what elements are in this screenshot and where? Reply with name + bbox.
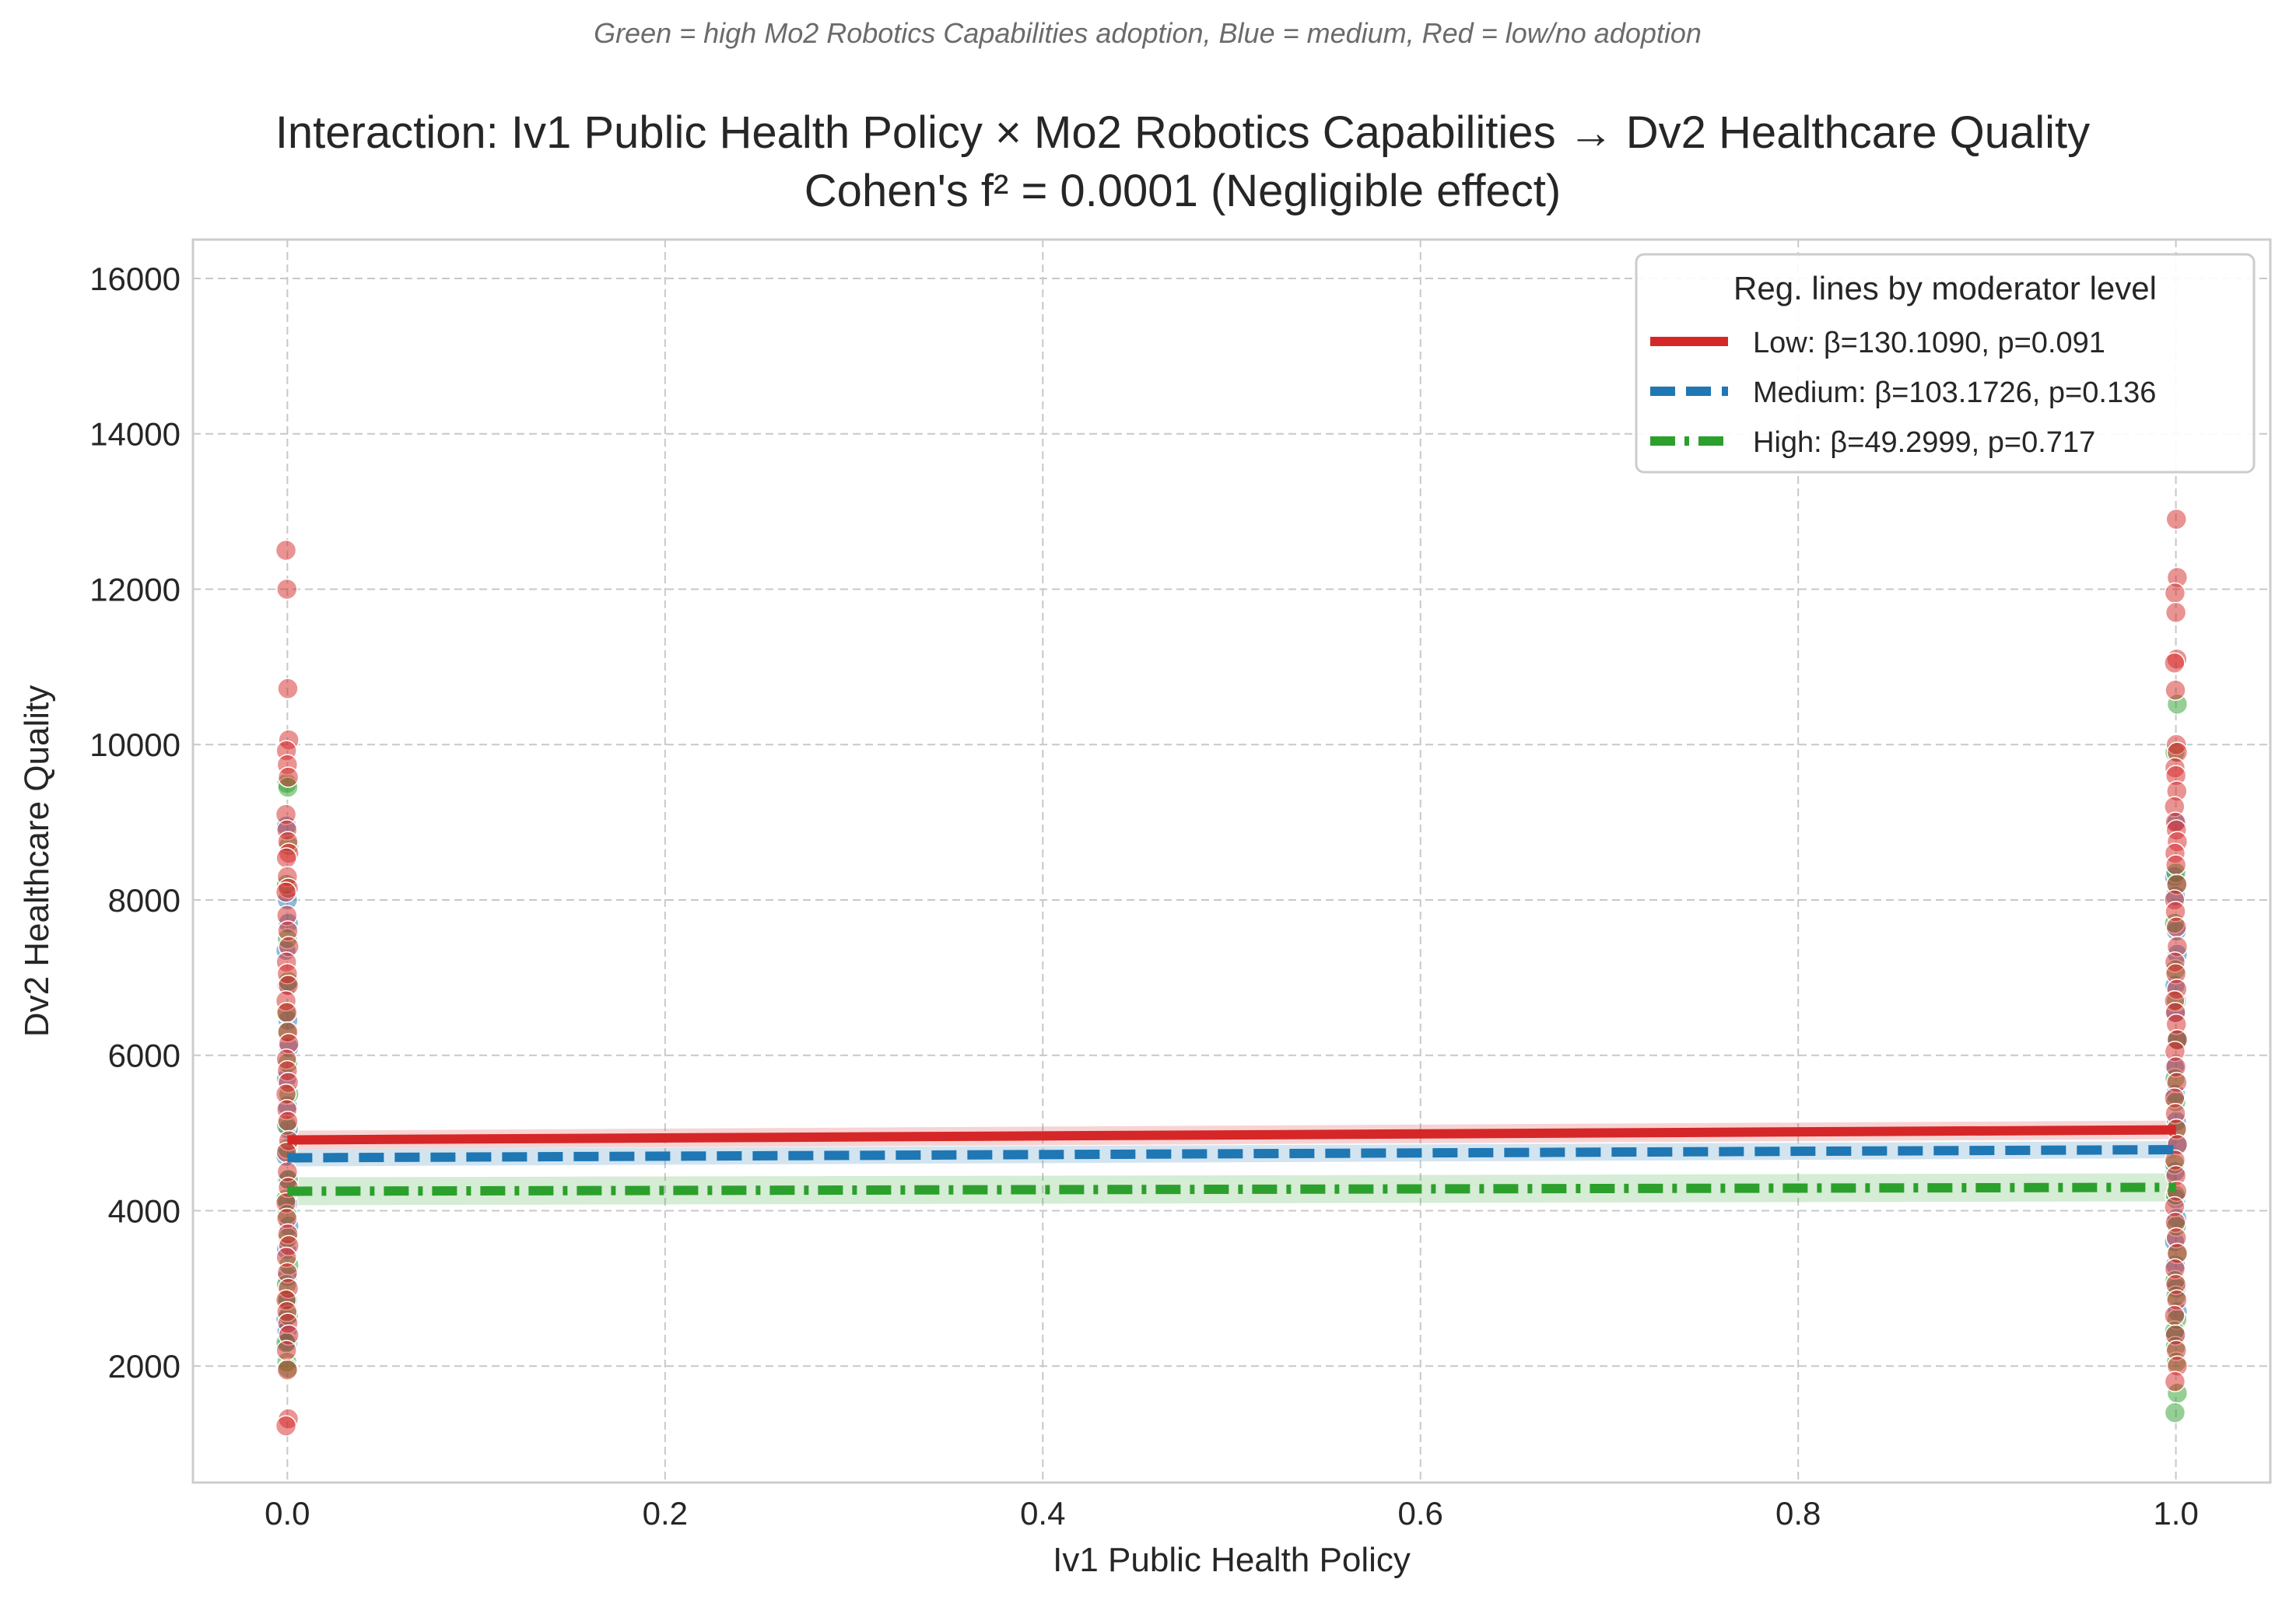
legend: Reg. lines by moderator level Low: β=130… [1635,253,2256,474]
chart-subtitle: Cohen's f² = 0.0001 (Negligible effect) [804,166,1561,216]
scatter-point-low [2164,582,2186,604]
x-tick-label: 0.0 [265,1495,310,1532]
legend-title: Reg. lines by moderator level [1733,270,2157,306]
y-tick-label: 4000 [108,1192,181,1229]
ci-band-high [287,1173,2176,1206]
scatter-point-low [2164,1304,2186,1327]
x-tick-label: 0.6 [1398,1495,1443,1532]
scatter-point-low [2165,679,2186,702]
scatter-point-low [275,1415,297,1437]
scatter-point-low [277,766,300,788]
x-tick-label: 0.4 [1020,1495,1065,1532]
regression-line-low [287,1125,2176,1145]
y-axis-ticks: 2000 4000 6000 8000 10000 12000 14000 16000 [89,261,181,1385]
y-tick-label: 10000 [89,726,181,763]
scatter-point-low [2165,601,2187,624]
scatter-point-low [275,847,297,869]
scatter-point-low [2164,1371,2186,1392]
scatter-point-low [277,1110,299,1133]
y-tick-label: 14000 [89,416,181,453]
scatter-point-low [275,539,297,562]
y-axis-label: Dv2 Healthcare Quality [18,685,56,1037]
legend-entry-high: High: β=49.2999, p=0.717 [1753,426,2095,459]
legend-entry-medium: Medium: β=103.1726, p=0.136 [1753,376,2156,409]
regression-lines [287,1125,2176,1196]
caption: Green = high Mo2 Robotics Capabilities a… [594,17,1702,49]
y-tick-label: 2000 [108,1348,181,1385]
y-tick-label: 16000 [89,261,181,297]
scatter-point-low [276,1359,299,1381]
x-tick-label: 1.0 [2153,1495,2198,1532]
y-tick-label: 8000 [108,882,181,919]
x-tick-label: 0.8 [1775,1495,1821,1532]
scatter-point-low [275,881,297,903]
scatter-point-low [275,1339,297,1361]
x-tick-label: 0.2 [643,1495,688,1532]
legend-entry-low: Low: β=130.1090, p=0.091 [1753,327,2105,359]
scatter-point-low [276,1002,298,1024]
x-axis-label: Iv1 Public Health Policy [1053,1541,1411,1579]
scatter-point-low [276,578,298,600]
scatter-point-low [2165,916,2187,938]
scatter-point-low [277,677,299,700]
chart-title: Interaction: Iv1 Public Health Policy × … [275,107,2090,158]
plot-frame [191,238,2272,1484]
scatter-point-low [2164,652,2186,674]
regression-line-medium [287,1145,2176,1163]
scatter-point-low [2165,854,2187,876]
y-tick-label: 12000 [89,571,181,607]
y-tick-label: 6000 [108,1038,181,1074]
scatter-point-high [2164,1402,2186,1423]
legend-box [1635,253,2256,474]
x-axis-ticks: 0.0 0.2 0.4 0.6 0.8 1.0 [265,1495,2199,1532]
scatter-points [275,508,2189,1437]
scatter-point-low [2165,508,2187,530]
